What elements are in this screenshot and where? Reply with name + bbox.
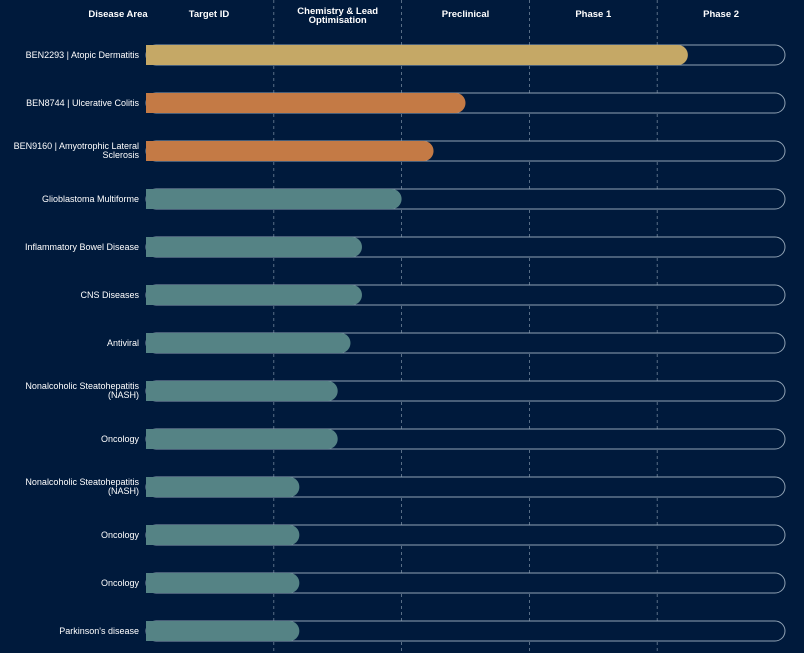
row-label: Glioblastoma Multiforme (42, 194, 139, 204)
progress-bar (146, 189, 402, 209)
pipeline-row: Glioblastoma Multiforme (42, 188, 786, 210)
column-header-2: Chemistry & Lead Optimisation (297, 6, 378, 26)
progress-bar (146, 285, 362, 305)
row-label: BEN8744 | Ulcerative Colitis (26, 98, 139, 108)
column-header-4: Phase 1 (575, 9, 612, 20)
progress-bar (146, 141, 434, 161)
row-label: Inflammatory Bowel Disease (25, 242, 139, 252)
row-label: Nonalcoholic Steatohepatitis (NASH) (25, 381, 139, 400)
pipeline-row: BEN2293 | Atopic Dermatitis (26, 44, 786, 66)
progress-bar (146, 477, 300, 497)
progress-bar (146, 429, 338, 449)
pipeline-row: Oncology (101, 572, 786, 594)
progress-bar (146, 93, 466, 113)
pipeline-row: CNS Diseases (80, 284, 786, 306)
column-header-3: Preclinical (442, 9, 490, 20)
progress-bar (146, 45, 688, 65)
progress-bar (146, 621, 300, 641)
pipeline-row: BEN9160 | Amyotrophic Lateral Sclerosis (14, 140, 786, 162)
column-headers: Disease Area Target ID Chemistry & Lead Opt… (88, 6, 739, 26)
column-header-1: Target ID (189, 9, 230, 20)
row-label: Oncology (101, 530, 140, 540)
row-label: Antiviral (107, 338, 139, 348)
row-label: Parkinson's disease (59, 626, 139, 636)
pipeline-row: Nonalcoholic Steatohepatitis (NASH) (25, 476, 786, 498)
progress-bar (146, 525, 300, 545)
pipeline-row: Oncology (101, 428, 786, 450)
pipeline-row: Inflammatory Bowel Disease (25, 236, 786, 258)
pipeline-row: Oncology (101, 524, 786, 546)
progress-bar (146, 573, 300, 593)
row-label: Oncology (101, 578, 140, 588)
progress-bar (146, 333, 351, 353)
row-label: Nonalcoholic Steatohepatitis (NASH) (25, 477, 139, 496)
progress-bar (146, 237, 362, 257)
pipeline-row: Nonalcoholic Steatohepatitis (NASH) (25, 380, 786, 402)
pipeline-row: Antiviral (107, 332, 786, 354)
pipeline-row: BEN8744 | Ulcerative Colitis (26, 92, 786, 114)
row-label: Oncology (101, 434, 140, 444)
row-label: CNS Diseases (80, 290, 139, 300)
row-label: BEN2293 | Atopic Dermatitis (26, 50, 140, 60)
progress-bar (146, 381, 338, 401)
column-header-5: Phase 2 (703, 9, 739, 20)
column-header-0: Disease Area (88, 9, 148, 20)
row-label: BEN9160 | Amyotrophic Lateral Sclerosis (14, 141, 140, 160)
pipeline-rows: BEN2293 | Atopic Dermatitis BEN8744 | Ulc… (14, 44, 786, 642)
pipeline-row: Parkinson's disease (59, 620, 786, 642)
